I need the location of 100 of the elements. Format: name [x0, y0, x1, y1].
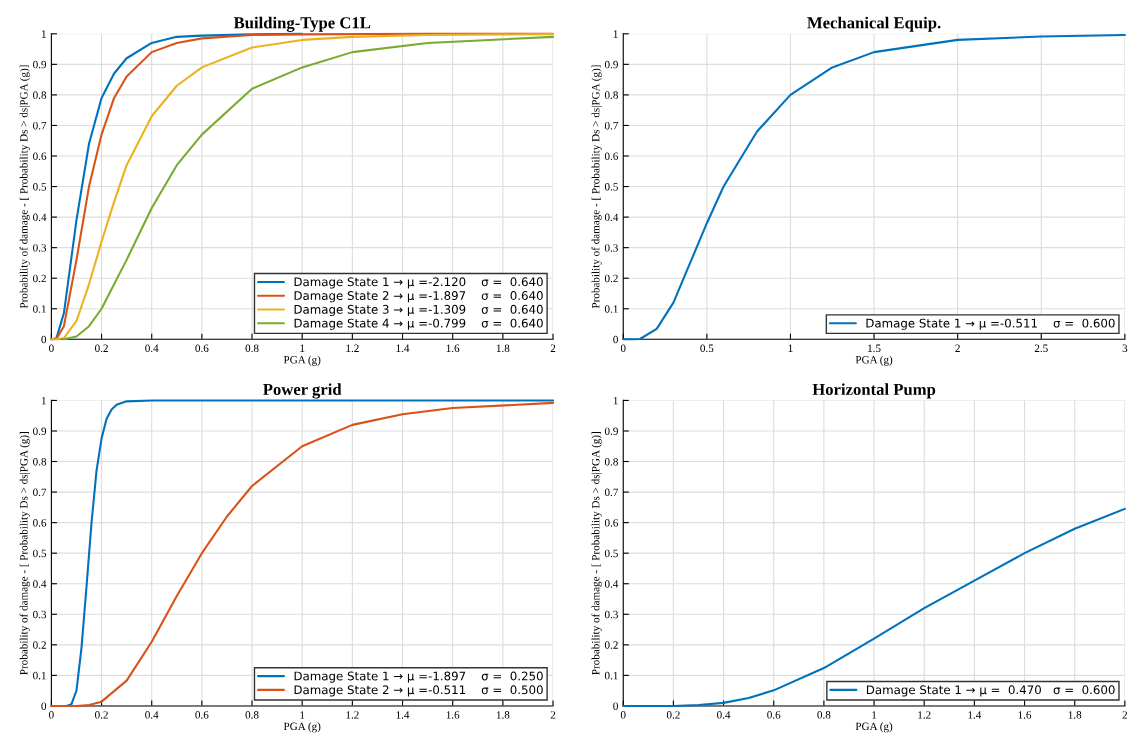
- y-tick-label: 0.5: [33, 183, 47, 191]
- y-tick-label: 0.3: [604, 244, 618, 252]
- x-axis-title: PGA (g): [283, 722, 321, 733]
- y-tick-label: 0: [41, 335, 47, 344]
- x-tick-label: 1: [788, 344, 793, 352]
- y-tick-label: 0.2: [604, 274, 618, 283]
- y-tick-label: 0: [613, 702, 618, 710]
- chart-title: Mechanical Equip.: [807, 16, 941, 32]
- x-tick-label: 0.4: [717, 711, 731, 719]
- y-tick-label: 0.2: [604, 641, 618, 649]
- legend-label: Damage State 1 → μ =-1.897 σ = 0.250: [294, 671, 543, 683]
- legend-label: Damage State 2 → μ =-1.897 σ = 0.640: [294, 291, 543, 303]
- x-tick-label: 0: [49, 344, 54, 352]
- x-tick-label: 2: [955, 344, 960, 352]
- y-tick-label: 0.5: [604, 183, 618, 191]
- y-tick-label: 0.9: [604, 427, 618, 435]
- y-tick-label: 0.5: [604, 549, 618, 558]
- x-axis-title: PGA (g): [283, 355, 321, 366]
- x-tick-label: 2.5: [1034, 344, 1048, 353]
- y-tick-label: 0.7: [33, 121, 47, 130]
- x-tick-label: 1.6: [446, 344, 460, 353]
- x-tick-label: 1.4: [396, 344, 410, 353]
- y-axis-title: Probability of damage - [ Probability Ds > ds|PGA (g)]: [591, 65, 602, 309]
- y-tick-label: 0.3: [604, 610, 618, 619]
- y-tick-label: 0.4: [33, 580, 47, 588]
- x-tick-label: 0.4: [145, 711, 159, 719]
- y-tick-label: 0.4: [604, 213, 619, 222]
- y-tick-label: 0.9: [33, 427, 47, 435]
- y-tick-label: 0.1: [33, 305, 46, 313]
- x-tick-label: 0.2: [666, 711, 680, 719]
- y-tick-label: 0.6: [604, 519, 619, 527]
- x-tick-label: 1.4: [968, 711, 982, 719]
- x-tick-label: 0.8: [245, 711, 259, 719]
- chart-title: Horizontal Pump: [812, 383, 936, 399]
- x-tick-label: 1: [872, 711, 877, 719]
- x-tick-label: 0.8: [817, 711, 831, 719]
- x-tick-label: 1.8: [496, 344, 510, 353]
- x-tick-label: 1: [300, 344, 305, 352]
- x-tick-label: 0.6: [195, 711, 209, 719]
- y-tick-label: 1: [41, 30, 46, 38]
- y-tick-label: 0.7: [33, 488, 47, 497]
- x-tick-label: 1.2: [346, 344, 359, 353]
- y-tick-label: 0.1: [33, 671, 46, 680]
- y-axis-title: Probability of damage - [ Probability Ds > ds|PGA (g)]: [19, 65, 30, 309]
- y-tick-label: 0.3: [33, 610, 47, 619]
- legend-label: Damage State 2 → μ =-0.511 σ = 0.500: [294, 685, 543, 697]
- y-tick-label: 1: [41, 396, 46, 405]
- y-tick-label: 0.3: [33, 244, 47, 252]
- y-axis-title: Probability of damage - [ Probability Ds > ds|PGA (g)]: [591, 432, 602, 675]
- x-tick-label: 2: [550, 344, 556, 352]
- x-tick-label: 0: [620, 344, 626, 352]
- x-axis-title: PGA (g): [855, 722, 893, 733]
- x-tick-label: 2: [1122, 711, 1128, 719]
- x-tick-label: 1.5: [868, 344, 881, 353]
- x-tick-label: 1.8: [496, 711, 510, 719]
- chart-title: Building-Type C1L: [233, 16, 371, 32]
- x-tick-label: 1.2: [918, 711, 931, 719]
- line-series: [622, 33, 1126, 341]
- y-tick-label: 0.8: [33, 457, 47, 466]
- y-tick-label: 0.4: [33, 213, 47, 222]
- x-tick-label: 0: [620, 711, 626, 719]
- y-tick-label: 0.8: [604, 457, 618, 466]
- y-tick-label: 0: [41, 702, 47, 710]
- y-tick-label: 0.1: [604, 305, 618, 313]
- y-tick-label: 0.1: [604, 671, 618, 680]
- x-tick-label: 1.6: [446, 711, 460, 719]
- legend-label: Damage State 1 → μ =-0.511 σ = 0.600: [866, 318, 1115, 330]
- x-tick-label: 0.2: [95, 711, 108, 719]
- x-tick-label: 0: [49, 711, 54, 719]
- x-tick-label: 0.8: [245, 344, 259, 353]
- x-axis-title: PGA (g): [855, 355, 893, 366]
- x-tick-label: 0.6: [195, 344, 209, 353]
- x-tick-label: 0.4: [145, 344, 159, 353]
- y-tick-label: 1: [613, 396, 618, 405]
- y-tick-label: 0: [613, 335, 618, 344]
- x-tick-label: 3: [1122, 344, 1128, 352]
- legend-label: Damage State 1 → μ =-2.120 σ = 0.640: [294, 277, 543, 289]
- x-tick-label: 0.2: [95, 344, 108, 353]
- x-tick-label: 1.6: [1018, 711, 1032, 719]
- y-tick-label: 0.9: [33, 60, 47, 69]
- x-tick-label: 1.4: [396, 711, 410, 719]
- legend-label: Damage State 1 → μ = 0.470 σ = 0.600: [866, 685, 1115, 697]
- x-tick-label: 1.2: [346, 711, 359, 719]
- x-tick-label: 1: [300, 711, 305, 719]
- y-tick-label: 0.7: [604, 121, 619, 130]
- y-tick-label: 0.2: [33, 274, 46, 283]
- y-tick-label: 0.2: [33, 641, 46, 649]
- y-tick-label: 1: [613, 30, 618, 38]
- y-axis-title: Probability of damage - [ Probability Ds > ds|PGA (g)]: [19, 432, 30, 675]
- legend-label: Damage State 4 → μ =-0.799 σ = 0.640: [294, 318, 543, 330]
- y-tick-label: 0.6: [33, 152, 47, 161]
- x-tick-label: 2: [550, 711, 556, 719]
- x-tick-label: 0.6: [767, 711, 781, 719]
- x-tick-label: 1.8: [1068, 711, 1082, 719]
- x-tick-label: 0.5: [700, 344, 714, 353]
- legend-label: Damage State 3 → μ =-1.309 σ = 0.640: [294, 304, 543, 317]
- y-tick-label: 0.9: [604, 60, 618, 69]
- chart-title: Power grid: [263, 383, 342, 399]
- y-tick-label: 0.7: [604, 488, 619, 497]
- y-tick-label: 0.4: [604, 580, 619, 588]
